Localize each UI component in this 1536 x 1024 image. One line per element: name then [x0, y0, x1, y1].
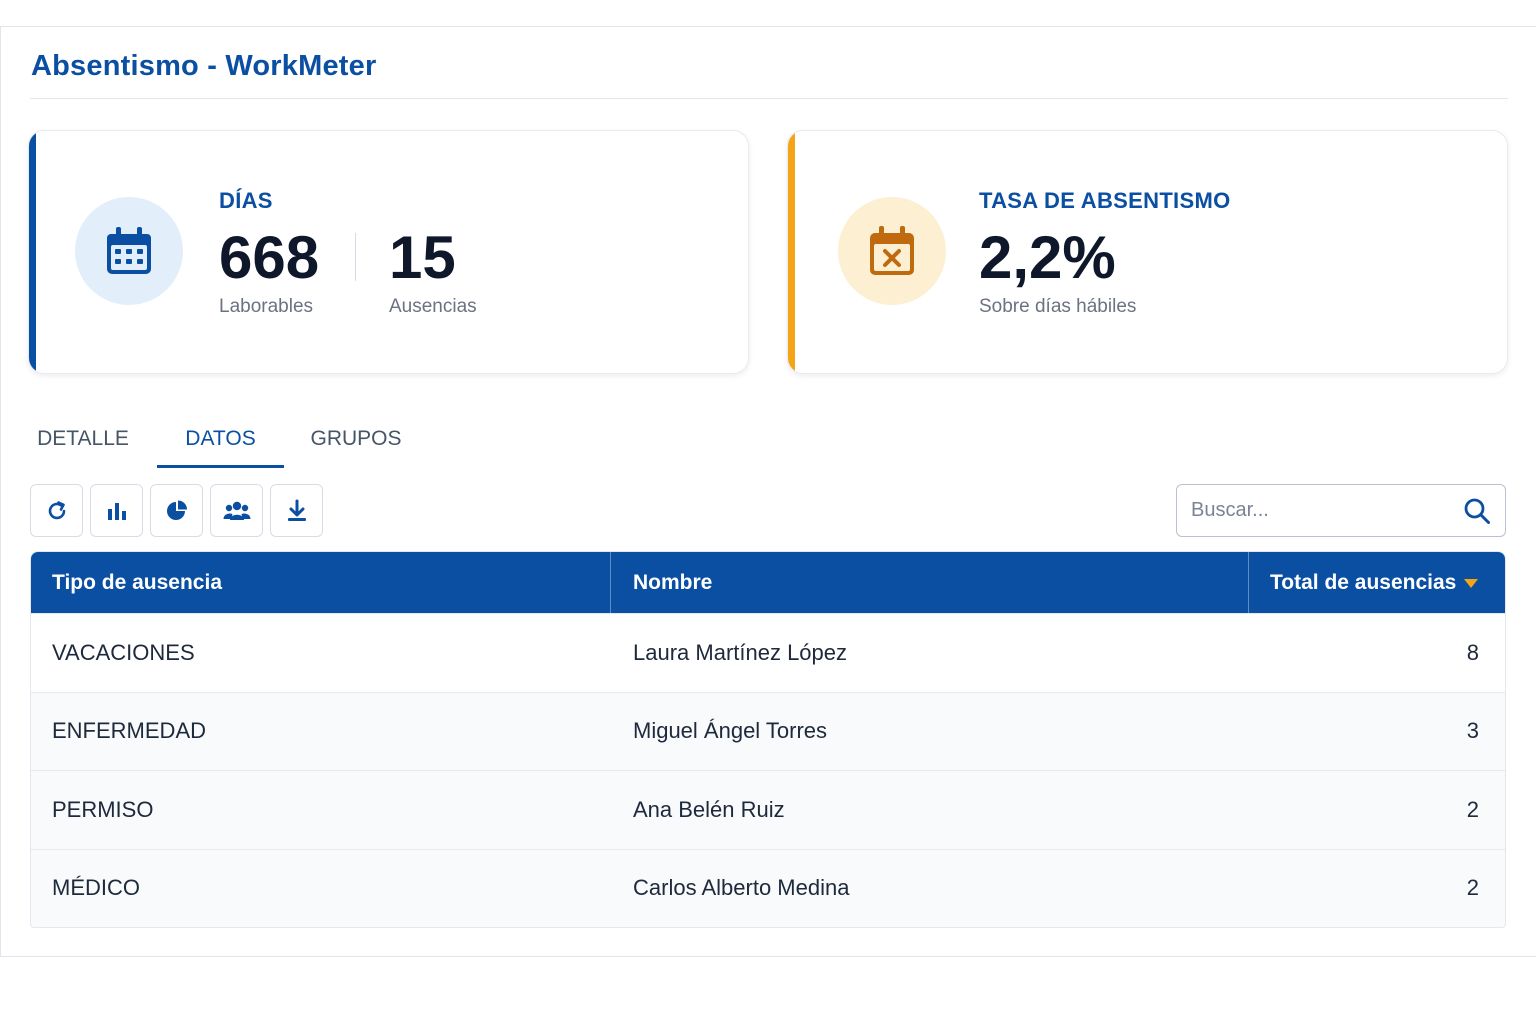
cell-nombre: Carlos Alberto Medina — [633, 875, 850, 901]
bar-chart-button[interactable] — [90, 484, 143, 537]
cell-tipo: ENFERMEDAD — [52, 718, 207, 744]
tab-bar: DETALLE DATOS GRUPOS — [30, 410, 530, 468]
absences-table: Tipo de ausencia Nombre Total de ausenci… — [30, 551, 1506, 928]
cell-nombre: Ana Belén Ruiz — [633, 796, 785, 822]
column-separator — [1248, 552, 1249, 613]
cell-nombre: Miguel Ángel Torres — [633, 718, 828, 744]
bar-chart-icon — [107, 502, 126, 520]
days-label: DÍAS — [219, 188, 273, 213]
kpi-divider — [355, 233, 356, 281]
cell-tipo: VACACIONES — [52, 639, 195, 665]
tab-detalle[interactable]: DETALLE — [30, 410, 136, 468]
cell-nombre: Laura Martínez López — [633, 639, 848, 665]
tab-label: DATOS — [185, 427, 256, 450]
pie-chart-icon — [166, 500, 187, 520]
card-accent-bar — [29, 131, 36, 373]
laborables-value: 668 — [219, 224, 320, 291]
download-button[interactable] — [270, 484, 323, 537]
tab-datos[interactable]: DATOS — [157, 410, 284, 468]
cell-tipo: PERMISO — [52, 796, 154, 822]
days-kpi-card: DÍAS 668 Laborables 15 Ausencias — [28, 130, 749, 374]
refresh-icon — [48, 500, 65, 519]
column-header-total[interactable]: Total de ausencias — [1270, 552, 1479, 613]
tab-grupos[interactable]: GRUPOS — [302, 410, 410, 468]
search-icon[interactable] — [1463, 497, 1491, 525]
rate-sub: Sobre días hábiles — [979, 296, 1137, 317]
table-row[interactable]: ENFERMEDAD Miguel Ángel Torres 3 — [31, 691, 1505, 770]
groups-button[interactable] — [210, 484, 263, 537]
page-title: Absentismo - WorkMeter — [31, 50, 377, 82]
cell-total: 2 — [1466, 875, 1479, 901]
column-separator — [610, 552, 611, 613]
table-header: Tipo de ausencia Nombre Total de ausenci… — [31, 552, 1505, 613]
tab-label: GRUPOS — [310, 427, 402, 450]
sort-desc-icon — [1464, 579, 1479, 588]
search-input[interactable] — [1191, 485, 1451, 536]
title-divider — [30, 98, 1508, 99]
laborables-label: Laborables — [219, 296, 314, 317]
table-row[interactable]: MÉDICO Carlos Alberto Medina 2 — [31, 848, 1505, 927]
calendar-x-icon — [838, 197, 946, 305]
cell-total: 8 — [1466, 639, 1479, 665]
cell-total: 3 — [1466, 718, 1479, 744]
tab-label: DETALLE — [37, 427, 129, 450]
cell-total: 2 — [1466, 796, 1479, 822]
rate-label: TASA DE ABSENTISMO — [979, 188, 1231, 213]
absenteeism-rate-card: TASA DE ABSENTISMO 2,2% Sobre días hábil… — [787, 130, 1508, 374]
table-row[interactable]: VACACIONES Laura Martínez López 8 — [31, 613, 1505, 692]
refresh-button[interactable] — [30, 484, 83, 537]
cell-tipo: MÉDICO — [52, 875, 140, 901]
column-header-tipo[interactable]: Tipo de ausencia — [52, 570, 222, 594]
rate-value: 2,2% — [979, 224, 1116, 291]
calendar-icon — [75, 197, 183, 305]
table-row[interactable]: PERMISO Ana Belén Ruiz 2 — [31, 770, 1505, 849]
card-accent-bar — [788, 131, 795, 373]
ausencias-value: 15 — [389, 224, 456, 291]
pie-chart-button[interactable] — [150, 484, 203, 537]
active-tab-indicator — [157, 465, 284, 468]
users-icon — [223, 501, 250, 520]
download-icon — [287, 499, 306, 521]
column-header-nombre[interactable]: Nombre — [633, 570, 713, 594]
column-header-total-label: Total de ausencias — [1270, 570, 1457, 594]
search-box — [1176, 484, 1506, 537]
ausencias-label: Ausencias — [389, 296, 477, 317]
